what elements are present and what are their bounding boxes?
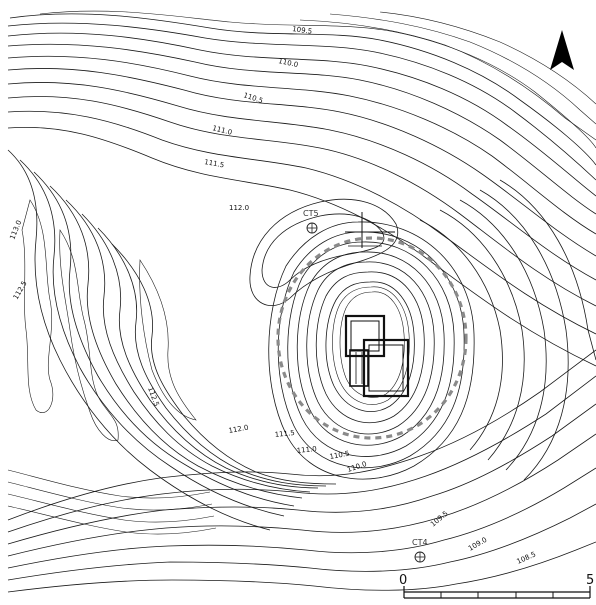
- contour-label: 110.5: [329, 450, 350, 461]
- control-point-label: CT5: [303, 209, 319, 218]
- contour-label: 109.5: [292, 25, 313, 36]
- scale-start-label: 0: [399, 573, 407, 588]
- contour-label: 110.5: [242, 91, 264, 105]
- structure-outline: [344, 314, 410, 398]
- contour-label: 112.0: [229, 204, 249, 212]
- control-point-ct5: CT5: [303, 209, 319, 234]
- contour-label: 112.5: [12, 280, 29, 301]
- contour-label: 111.5: [274, 429, 295, 439]
- contour-group-upper-band: [7, 13, 596, 367]
- excavation-boundary-circle: [276, 236, 468, 440]
- scale-end-label: 5: [586, 573, 594, 588]
- contour-label: 111.0: [296, 445, 317, 455]
- contour-group-southwest: [7, 469, 217, 535]
- contour-label: 109.0: [467, 536, 488, 553]
- survey-crosshair: [345, 212, 395, 248]
- contour-group-mound-inner: [332, 286, 410, 405]
- contour-group-east: [419, 179, 596, 481]
- contour-group-upper-fine: [39, 10, 596, 149]
- scale-bar: 0 5: [399, 573, 594, 599]
- contour-group-west: [7, 149, 337, 531]
- contour-label: 110.0: [278, 57, 299, 69]
- contour-label: 111.5: [204, 158, 225, 169]
- contour-label: 113.0: [8, 219, 23, 241]
- contour-label: 108.5: [516, 550, 538, 565]
- contour-group-mound: [268, 221, 475, 480]
- contour-group-west-plateau: [21, 199, 197, 441]
- control-point-ct4: CT4: [412, 538, 428, 563]
- north-arrow-icon: [550, 30, 574, 70]
- contour-group-ct5-plateau: [249, 198, 399, 307]
- contour-label: 109.5: [429, 510, 449, 529]
- control-point-label: CT4: [412, 538, 428, 547]
- contour-label: 112.0: [228, 424, 249, 435]
